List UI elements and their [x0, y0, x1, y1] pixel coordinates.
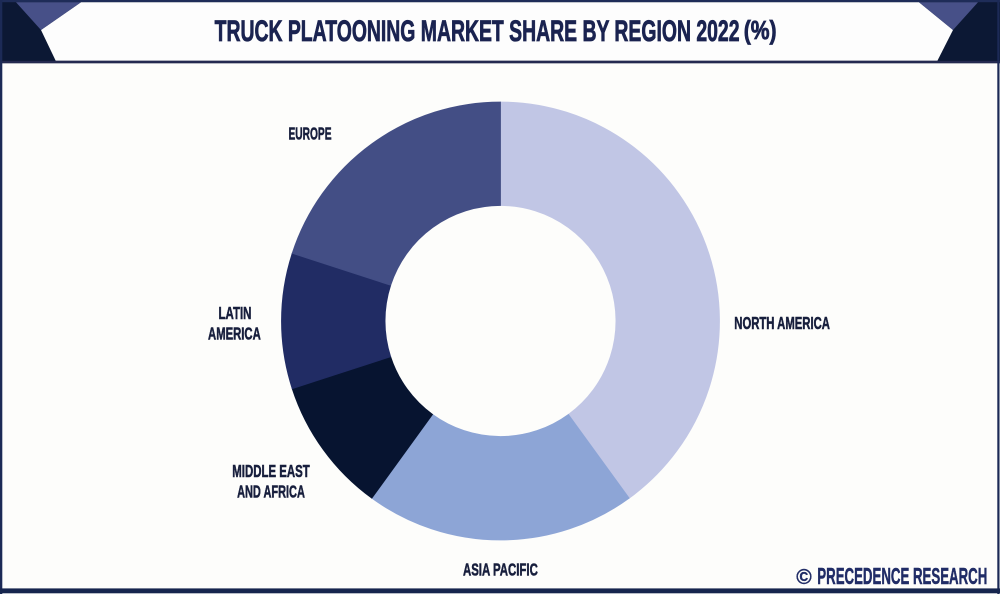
- svg-text:AMERICA: AMERICA: [208, 324, 261, 344]
- svg-text:EUROPE: EUROPE: [288, 123, 331, 143]
- svg-text:©: ©: [796, 566, 812, 589]
- svg-text:TRUCK PLATOONING MARKET SHARE: TRUCK PLATOONING MARKET SHARE BY REGION …: [215, 15, 740, 48]
- svg-text:(%): (%): [744, 15, 777, 45]
- svg-text:MIDDLE EAST: MIDDLE EAST: [232, 461, 310, 481]
- svg-text:NORTH AMERICA: NORTH AMERICA: [734, 313, 830, 333]
- svg-text:AND AFRICA: AND AFRICA: [237, 481, 305, 501]
- svg-text:PRECEDENCE RESEARCH: PRECEDENCE RESEARCH: [817, 563, 987, 589]
- svg-text:LATIN: LATIN: [219, 303, 252, 323]
- svg-text:ASIA PACIFIC: ASIA PACIFIC: [463, 560, 538, 580]
